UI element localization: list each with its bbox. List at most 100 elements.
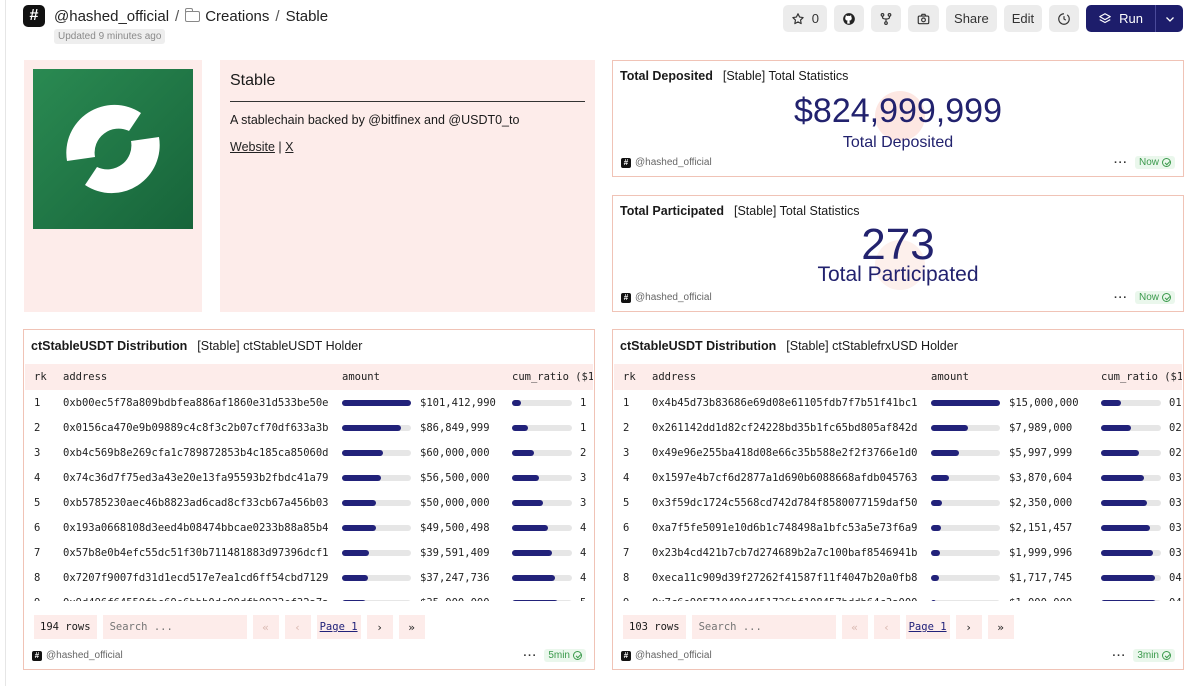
table-row[interactable]: 2 0x0156ca470e9b09889c4c8f3c2b07cf70df633… bbox=[25, 415, 593, 440]
cell-address[interactable]: 0x23b4cd421b7cb7d274689b2a7c100baf854694… bbox=[652, 546, 918, 559]
prev-page-button[interactable]: ‹ bbox=[873, 615, 900, 639]
table-row[interactable]: 6 0x193a0668108d3eed4b08474bbcae0233b88a8… bbox=[25, 515, 593, 540]
table-row[interactable]: 90x9d496f64559fbe69e6bbb0dc99dfb9932ef32… bbox=[25, 590, 593, 601]
cell-amount: $2,151,457 bbox=[923, 522, 1093, 534]
more-options-icon[interactable]: ··· bbox=[1113, 291, 1128, 304]
cell-address[interactable]: 0xeca11c909d39f27262f41587f11f4047b20a0f… bbox=[652, 571, 918, 584]
more-options-icon[interactable]: ··· bbox=[523, 649, 538, 662]
run-button[interactable]: Run bbox=[1086, 5, 1155, 32]
panel-subtitle[interactable]: [Stable] Total Statistics bbox=[733, 204, 860, 218]
cell-address[interactable]: 0x74c36d7f75ed3a43e20e13fa95593b2fbdc41a… bbox=[63, 471, 329, 484]
table-pagination: 103 rows « ‹ Page 1 › » bbox=[623, 615, 1014, 639]
run-dropdown-button[interactable] bbox=[1155, 5, 1183, 32]
next-page-button[interactable]: › bbox=[366, 615, 393, 639]
column-header-amount[interactable]: amount bbox=[342, 371, 380, 383]
last-page-button[interactable]: » bbox=[398, 615, 425, 639]
last-page-button[interactable]: » bbox=[987, 615, 1014, 639]
cell-amount: $5,997,999 bbox=[923, 447, 1093, 459]
table-row[interactable]: 8 0xeca11c909d39f27262f41587f11f4047b20a0… bbox=[614, 565, 1182, 590]
first-page-button[interactable]: « bbox=[841, 615, 868, 639]
chevron-down-icon bbox=[1165, 16, 1174, 22]
next-page-button[interactable]: › bbox=[955, 615, 982, 639]
fork-button[interactable] bbox=[871, 5, 902, 32]
cell-address[interactable]: 0xb4c569b8e269cfa1c789872853b4c185ca8506… bbox=[63, 446, 329, 459]
table-row[interactable]: 7 0x23b4cd421b7cb7d274689b2a7c100baf85469… bbox=[614, 540, 1182, 565]
amount-bar-fill bbox=[342, 399, 411, 406]
table-row[interactable]: 8 0x7207f9007fd31d1ecd517e7ea1cd6ff54cbd7… bbox=[25, 565, 593, 590]
cell-address[interactable]: 0x4b45d73b83686e69d08e61105fdb7f7b51f41b… bbox=[652, 396, 918, 409]
table-row[interactable]: 4 0x74c36d7f75ed3a43e20e13fa95593b2fbdc41… bbox=[25, 465, 593, 490]
table-row[interactable]: 5 0x3f59dc1724c5568cd742d784f8580077159da… bbox=[614, 490, 1182, 515]
star-button[interactable]: 0 bbox=[782, 5, 828, 32]
table-search-input[interactable] bbox=[102, 615, 247, 639]
cum-ratio-bar bbox=[1101, 474, 1161, 481]
breadcrumb-folder[interactable]: Creations bbox=[205, 7, 270, 25]
amount-value: $1,000,000 bbox=[1009, 597, 1072, 602]
cell-address[interactable]: 0xb00ec5f78a809bdbfea886af1860e31d533be5… bbox=[63, 396, 329, 409]
page-indicator[interactable]: Page 1 bbox=[905, 615, 950, 639]
cell-rk: 6 bbox=[623, 521, 630, 534]
cum-ratio-bar-fill bbox=[512, 599, 559, 601]
cell-address[interactable]: 0x57b8e0b4efc55dc51f30b711481883d97396dc… bbox=[63, 546, 329, 559]
page-indicator[interactable]: Page 1 bbox=[316, 615, 361, 639]
table-row[interactable]: 3 0xb4c569b8e269cfa1c789872853b4c185ca850… bbox=[25, 440, 593, 465]
share-button[interactable]: Share bbox=[946, 5, 997, 32]
more-options-icon[interactable]: ··· bbox=[1113, 156, 1128, 169]
panel-subtitle[interactable]: [Stable] ctStableUSDT Holder bbox=[197, 339, 363, 353]
table-row[interactable]: 2 0x261142dd1d82cf24228bd35b1fc65bd805af8… bbox=[614, 415, 1182, 440]
panel-owner[interactable]: # @hashed_official bbox=[32, 650, 123, 661]
first-page-button[interactable]: « bbox=[252, 615, 279, 639]
schedule-button[interactable] bbox=[1049, 5, 1080, 32]
amount-bar bbox=[931, 474, 1000, 481]
more-options-icon[interactable]: ··· bbox=[1112, 649, 1127, 662]
panel-subtitle[interactable]: [Stable] ctStablefrxUSD Holder bbox=[786, 339, 958, 353]
cell-rk: 3 bbox=[623, 446, 630, 459]
table-search-input[interactable] bbox=[691, 615, 836, 639]
panel-subtitle[interactable]: [Stable] Total Statistics bbox=[722, 69, 849, 83]
cell-address[interactable]: 0x49e96e255ba418d08e66c35b588e2f2f3766e1… bbox=[652, 446, 918, 459]
table-row[interactable]: 7 0x57b8e0b4efc55dc51f30b711481883d97396d… bbox=[25, 540, 593, 565]
panel-owner[interactable]: # @hashed_official bbox=[621, 157, 712, 168]
panel-title-row: Total Deposited [Stable] Total Statistic… bbox=[620, 69, 848, 83]
column-header-cum-ratio[interactable]: cum_ratio ($1B bbox=[512, 371, 593, 383]
table-row[interactable]: 1 0x4b45d73b83686e69d08e61105fdb7f7b51f41… bbox=[614, 390, 1182, 415]
cum-ratio-bar bbox=[1101, 424, 1161, 431]
column-header-address[interactable]: address bbox=[63, 371, 108, 383]
column-header-rk[interactable]: rk bbox=[623, 371, 636, 383]
cell-address[interactable]: 0x7c6e905710490d451736bf108457bddb64c3a0… bbox=[644, 597, 923, 602]
cell-address[interactable]: 0x3f59dc1724c5568cd742d784f8580077159daf… bbox=[652, 496, 918, 509]
table-body: 1 0xb00ec5f78a809bdbfea886af1860e31d533be… bbox=[25, 390, 593, 601]
cell-address[interactable]: 0x7207f9007fd31d1ecd517e7ea1cd6ff54cbd71… bbox=[63, 571, 329, 584]
edit-button[interactable]: Edit bbox=[1003, 5, 1043, 32]
cell-address[interactable]: 0x1597e4b7cf6d2877a1d690b6088668afdb0457… bbox=[652, 471, 918, 484]
cell-address[interactable]: 0x0156ca470e9b09889c4c8f3c2b07cf70df633a… bbox=[63, 421, 329, 434]
amount-bar bbox=[931, 499, 1000, 506]
cell-address[interactable]: 0x9d496f64559fbe69e6bbb0dc99dfb9932ef32a… bbox=[55, 597, 334, 602]
dune-hash-logo-icon[interactable]: # bbox=[23, 5, 45, 27]
cum-ratio-bar-fill bbox=[1101, 524, 1150, 531]
x-link[interactable]: X bbox=[285, 140, 294, 154]
screenshot-button[interactable] bbox=[908, 5, 940, 32]
column-header-cum-ratio[interactable]: cum_ratio ($1B bbox=[1101, 371, 1182, 383]
table-row[interactable]: 1 0xb00ec5f78a809bdbfea886af1860e31d533be… bbox=[25, 390, 593, 415]
column-header-address[interactable]: address bbox=[652, 371, 697, 383]
table-row[interactable]: 3 0x49e96e255ba418d08e66c35b588e2f2f3766e… bbox=[614, 440, 1182, 465]
prev-page-button[interactable]: ‹ bbox=[284, 615, 311, 639]
cum-ratio-bar bbox=[512, 499, 572, 506]
cell-address[interactable]: 0xa7f5fe5091e10d6b1c748498a1bfc53a5e73f6… bbox=[652, 521, 918, 534]
panel-owner[interactable]: # @hashed_official bbox=[621, 292, 712, 303]
table-row[interactable]: 5 0xb5785230aec46b8823ad6cad8cf33cb67a456… bbox=[25, 490, 593, 515]
github-button[interactable] bbox=[834, 5, 865, 32]
table-row[interactable]: 90x7c6e905710490d451736bf108457bddb64c3a… bbox=[614, 590, 1182, 601]
column-header-amount[interactable]: amount bbox=[931, 371, 969, 383]
table-row[interactable]: 4 0x1597e4b7cf6d2877a1d690b6088668afdb045… bbox=[614, 465, 1182, 490]
website-link[interactable]: Website bbox=[230, 140, 275, 154]
panel-owner[interactable]: # @hashed_official bbox=[621, 650, 712, 661]
breadcrumb-separator: / bbox=[275, 7, 280, 25]
cell-address[interactable]: 0xb5785230aec46b8823ad6cad8cf33cb67a456b… bbox=[63, 496, 329, 509]
cell-address[interactable]: 0x193a0668108d3eed4b08474bbcae0233b88a85… bbox=[63, 521, 329, 534]
cell-address[interactable]: 0x261142dd1d82cf24228bd35b1fc65bd805af84… bbox=[652, 421, 918, 434]
breadcrumb-owner[interactable]: @hashed_official bbox=[54, 7, 170, 25]
table-row[interactable]: 6 0xa7f5fe5091e10d6b1c748498a1bfc53a5e73f… bbox=[614, 515, 1182, 540]
column-header-rk[interactable]: rk bbox=[34, 371, 47, 383]
